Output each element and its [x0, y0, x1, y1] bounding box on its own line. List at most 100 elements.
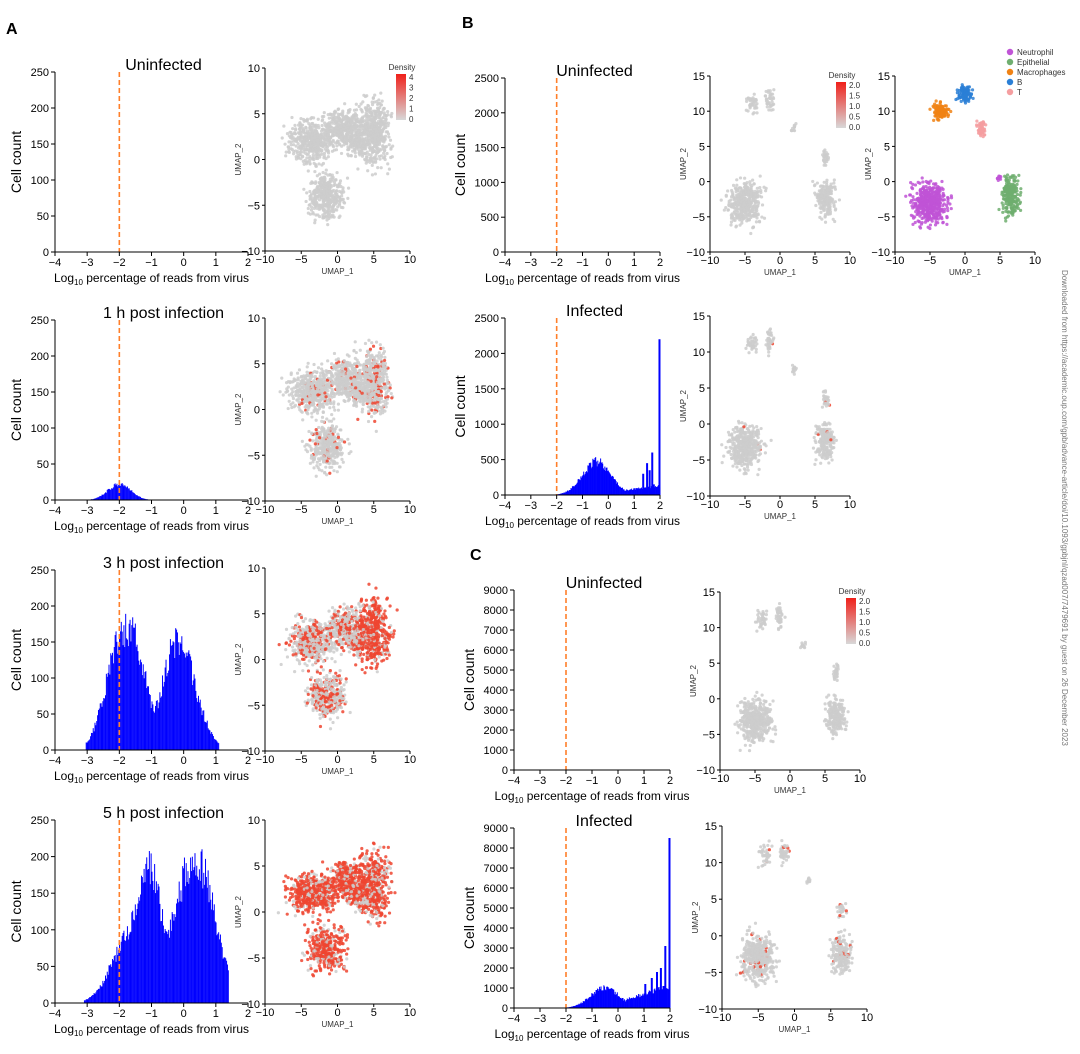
cell-point	[286, 406, 290, 411]
cell-point	[330, 412, 334, 417]
cell-point	[310, 625, 314, 629]
cell-point	[348, 392, 353, 396]
chart-title: 1 h post infection	[103, 305, 224, 322]
cell-point	[375, 404, 380, 408]
hist-bar	[127, 488, 129, 500]
cell-point	[359, 123, 363, 128]
cell-point	[334, 129, 338, 133]
cell-point	[375, 375, 379, 379]
cell-point	[294, 128, 298, 132]
cell-point	[303, 158, 307, 163]
hist-bar	[124, 485, 126, 500]
cell-point	[322, 652, 326, 656]
cell-point	[284, 150, 288, 154]
hist-bar	[148, 694, 150, 750]
x-tick-label: −1	[145, 755, 158, 767]
cell-point	[378, 140, 382, 144]
hist-bar	[137, 496, 139, 500]
cell-point	[387, 143, 391, 147]
legend-label: Macrophages	[1017, 68, 1065, 77]
cell-point	[325, 639, 329, 643]
hist-bar	[150, 708, 152, 750]
hist-bar	[109, 489, 111, 500]
cell-point	[333, 199, 337, 203]
cell-point	[332, 188, 336, 193]
umap-y-label: UMAP_2	[234, 393, 243, 426]
cell-point	[368, 160, 372, 164]
cell-point	[374, 429, 378, 434]
cell-point	[320, 451, 324, 455]
hist-bar	[131, 625, 133, 750]
cell-point	[313, 456, 317, 460]
hist-bar	[175, 628, 177, 750]
cell-point	[312, 161, 316, 165]
cell-point	[354, 102, 358, 106]
y-tick-label: 250	[31, 67, 49, 79]
cell-point	[348, 385, 352, 389]
cell-point	[330, 173, 334, 177]
hist-bar	[126, 639, 128, 750]
hist-bar	[159, 692, 161, 750]
cell-point	[344, 625, 348, 630]
cell-point	[355, 364, 359, 368]
cell-point	[342, 127, 346, 131]
cell-point	[369, 135, 373, 139]
hist-bar	[139, 496, 141, 500]
cell-point	[293, 670, 297, 674]
hist-bar	[147, 686, 149, 750]
y-tick-label: 0	[43, 495, 49, 507]
cell-point	[377, 98, 381, 102]
hist-bar	[101, 706, 103, 750]
cell-point	[323, 440, 327, 444]
cell-point	[280, 136, 284, 140]
cell-point	[300, 439, 304, 444]
hist-bar	[134, 623, 136, 750]
x-label-part: Log	[54, 519, 74, 533]
cell-point	[375, 380, 380, 385]
cell-point	[360, 381, 364, 385]
hist-bar	[140, 662, 142, 750]
hist-bar	[128, 623, 130, 750]
cell-point	[353, 340, 357, 344]
cell-point	[349, 376, 353, 380]
cell-point	[307, 429, 311, 434]
hist-bar	[120, 483, 122, 500]
cell-point	[372, 377, 376, 381]
cell-point	[379, 376, 383, 381]
cell-point	[327, 419, 331, 423]
cell-point	[338, 605, 342, 609]
cell-point	[331, 375, 335, 379]
cell-point	[337, 642, 341, 647]
cell-point	[336, 205, 340, 209]
hist-bar	[123, 486, 125, 500]
cell-point	[311, 153, 315, 157]
hist-bar	[206, 720, 208, 750]
cell-point	[332, 427, 336, 431]
cell-point	[311, 652, 315, 656]
density-tick-label: 3	[409, 84, 414, 93]
cell-point	[302, 162, 306, 166]
cell-point	[385, 378, 390, 382]
density-tick-label: 4	[409, 73, 414, 82]
hist-bar	[106, 676, 108, 750]
cell-point	[346, 131, 350, 136]
cell-point	[317, 162, 321, 166]
cell-point	[352, 349, 356, 353]
hist-bar	[112, 663, 114, 750]
cell-point	[332, 469, 336, 473]
cell-point	[361, 133, 366, 137]
cell-point	[297, 400, 301, 404]
cell-point	[331, 143, 335, 148]
cell-point	[357, 386, 362, 391]
cell-point	[315, 387, 319, 391]
hist-bar	[213, 738, 215, 750]
cell-point	[343, 102, 347, 106]
cell-point	[302, 393, 306, 397]
hist-bar	[134, 494, 136, 500]
cell-point	[353, 111, 357, 116]
cell-point	[285, 655, 290, 659]
cell-point	[350, 125, 354, 129]
cell-point	[349, 117, 353, 121]
cell-point	[335, 461, 339, 465]
cell-point	[294, 149, 298, 153]
